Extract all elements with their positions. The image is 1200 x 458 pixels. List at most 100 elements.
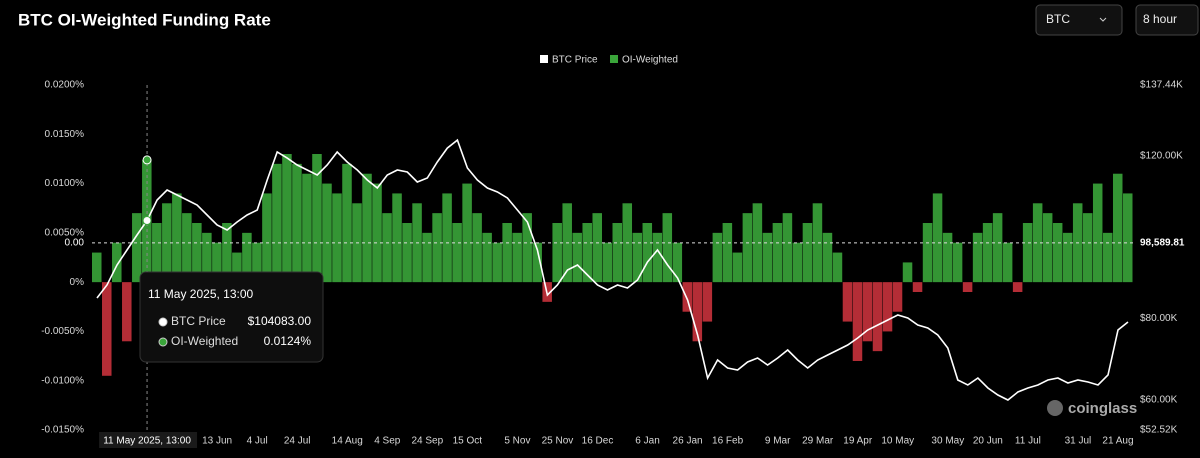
funding-bar: [742, 213, 753, 283]
tooltip-marker: [158, 317, 168, 327]
funding-bar: [482, 232, 492, 283]
tooltip: 11 May 2025, 13:00 BTC Price $104083.00 OI-…: [139, 271, 324, 363]
funding-bar: [932, 193, 943, 283]
tooltip-value: $104083.00: [248, 314, 312, 328]
funding-bar: [302, 173, 312, 283]
hover-dot: [142, 155, 152, 165]
watermark: coinglass: [1068, 400, 1137, 417]
funding-bar: [732, 252, 743, 283]
funding-bar: [122, 282, 132, 342]
funding-bar: [202, 232, 212, 283]
hover-dot: [142, 216, 152, 226]
funding-bar: [382, 213, 392, 283]
y-tick-label: 0.0150%: [45, 129, 85, 140]
funding-bar: [892, 282, 903, 312]
tooltip-name: BTC Price: [171, 314, 226, 328]
funding-bar: [1022, 223, 1033, 283]
x-tick-label: 20 Jun: [973, 436, 1003, 447]
funding-bar: [802, 223, 813, 283]
y-tick-label: 0.0200%: [45, 80, 85, 91]
funding-bar: [252, 242, 262, 283]
tooltip-value: 0.0124%: [264, 334, 312, 348]
funding-bar: [262, 193, 272, 283]
legend-swatch: [610, 55, 618, 63]
funding-bar: [952, 242, 963, 283]
funding-bar: [832, 252, 843, 283]
select-box: [1135, 4, 1199, 36]
y-tick-label: 0.0050%: [45, 227, 85, 238]
x-tick-label: 10 May: [881, 436, 914, 447]
interval-select[interactable]: 8 hour: [1135, 4, 1199, 36]
x-tick-label: 11 May 2025, 13:00: [103, 436, 191, 447]
x-tick-label: 4 Jul: [247, 436, 268, 447]
funding-bar: [392, 193, 402, 283]
funding-bar: [242, 232, 252, 283]
funding-bar: [1122, 193, 1133, 283]
funding-bar: [422, 232, 432, 283]
x-tick-label: 15 Oct: [453, 436, 483, 447]
x-tick-label: 9 Mar: [765, 436, 791, 447]
x-tick-label: 31 Jul: [1065, 436, 1092, 447]
funding-bar: [962, 282, 973, 292]
symbol-select[interactable]: BTC: [1035, 4, 1123, 36]
funding-bar: [1112, 173, 1123, 283]
funding-bar: [662, 213, 673, 283]
funding-bar: [332, 193, 342, 283]
legend-label: BTC Price: [552, 55, 598, 66]
funding-bar: [652, 232, 663, 283]
x-tick-label: 25 Nov: [542, 436, 574, 447]
funding-bar: [192, 223, 202, 283]
funding-bar: [292, 163, 302, 283]
funding-bar: [182, 213, 192, 283]
x-tick-label: 13 Jun: [202, 436, 232, 447]
y2-tick-label: $80.00K: [1140, 313, 1178, 324]
tooltip-box: [139, 271, 324, 363]
funding-bar: [692, 282, 703, 342]
funding-bar: [1092, 183, 1103, 283]
funding-bar: [822, 232, 833, 283]
funding-bar: [852, 282, 863, 361]
funding-bar: [362, 173, 372, 283]
y-tick-label: -0.0050%: [41, 326, 84, 337]
funding-bar: [612, 223, 623, 283]
funding-bar: [472, 213, 482, 283]
funding-bar: [602, 242, 612, 283]
funding-bar: [282, 154, 292, 283]
funding-bar: [312, 154, 322, 283]
x-tick-label: 6 Jan: [635, 436, 659, 447]
x-tick-label: 14 Aug: [332, 436, 363, 447]
funding-bar: [672, 242, 683, 283]
funding-bar: [172, 193, 182, 283]
x-tick-label: 11 Jul: [1015, 436, 1041, 447]
funding-bar: [212, 242, 222, 283]
funding-bar: [462, 183, 472, 283]
funding-bar: [112, 242, 122, 283]
funding-bar: [132, 213, 142, 283]
funding-bar: [812, 203, 823, 283]
funding-bar: [882, 282, 893, 332]
y-tick-label: 0.0100%: [45, 178, 85, 189]
funding-bar: [782, 213, 793, 283]
funding-bar: [712, 232, 723, 283]
y2-tick-label: $52.52K: [1140, 425, 1178, 436]
funding-bar: [902, 262, 913, 283]
chart-title: BTC OI-Weighted Funding Rate: [18, 10, 271, 29]
funding-bar: [972, 232, 983, 283]
funding-bar: [982, 223, 993, 283]
funding-bar: [372, 183, 382, 283]
funding-bar: [512, 232, 522, 283]
legend-label: OI-Weighted: [622, 55, 678, 66]
price-reference-label: 98,589.81: [1140, 237, 1185, 248]
funding-bar: [452, 223, 462, 283]
watermark-icon: [1047, 400, 1063, 416]
funding-bar: [762, 232, 773, 283]
funding-bar: [912, 282, 923, 292]
funding-bar: [752, 203, 763, 283]
funding-bar: [402, 223, 412, 283]
funding-bar: [1102, 232, 1113, 283]
funding-bar: [1012, 282, 1023, 292]
price-line: [96, 138, 1129, 401]
funding-bar: [432, 213, 442, 283]
funding-bar: [102, 282, 112, 376]
